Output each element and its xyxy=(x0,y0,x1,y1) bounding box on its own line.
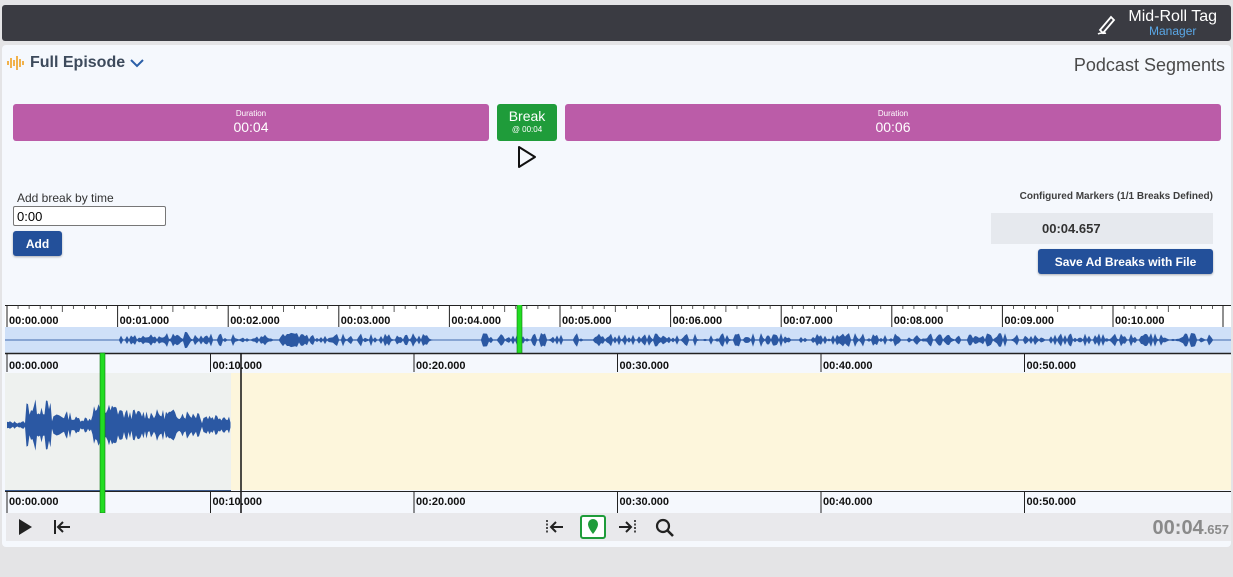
main-tick-label: 00:50.000 xyxy=(1027,360,1077,372)
jump-to-start-icon[interactable] xyxy=(52,517,72,537)
save-ad-breaks-button[interactable]: Save Ad Breaks with File xyxy=(1038,249,1213,274)
overview-tick-label: 00:10.000 xyxy=(1115,315,1165,327)
chevron-down-icon xyxy=(130,59,144,68)
overview-tick-label: 00:06.000 xyxy=(673,315,723,327)
app-title: Mid-Roll Tag xyxy=(1128,8,1217,25)
add-break-button[interactable]: Add xyxy=(13,231,62,256)
main-tick-label: 00:30.000 xyxy=(620,496,670,508)
main-tick-label: 00:50.000 xyxy=(1027,496,1077,508)
segments-panel: Full Episode Podcast Segments Duration 0… xyxy=(2,45,1231,547)
previous-marker-icon[interactable] xyxy=(544,517,566,537)
empty-region xyxy=(231,373,1231,490)
main-tick-label: 00:10.000 xyxy=(213,496,263,508)
episode-label: Full Episode xyxy=(30,54,126,71)
main-tick-label: 00:00.000 xyxy=(9,360,59,372)
overview-tick-label: 00:04.000 xyxy=(451,315,501,327)
overview-minor-ticks xyxy=(17,305,1213,312)
overview-tick-label: 00:02.000 xyxy=(230,315,280,327)
main-ruler-bottom: 00:00.000 00:10.000 00:20.000 00:30.000 00:4… xyxy=(6,492,1077,513)
overview-tick-label: 00:05.000 xyxy=(562,315,612,327)
overview-tick-label: 00:01.000 xyxy=(120,315,170,327)
overview-ticks: 00:00.000 00:01.000 00:02.000 00:03.000 00:0… xyxy=(6,305,1224,327)
overview-tick-label: 00:00.000 xyxy=(9,315,59,327)
overview-ruler xyxy=(5,305,1231,327)
main-tick-label: 00:20.000 xyxy=(416,496,466,508)
map-pin-icon xyxy=(588,519,598,534)
marker-item[interactable]: 00:04.657 xyxy=(991,213,1213,244)
main-ruler-top: 00:00.000 00:10.000 00:20.000 00:30.000 00:4… xyxy=(6,354,1077,372)
segment-duration-value: 00:06 xyxy=(875,119,911,135)
segment-duration-caption: Duration xyxy=(235,109,267,118)
transport-bar: 00:04.657 xyxy=(6,513,1231,541)
configured-markers-title: Configured Markers (1/1 Breaks Defined) xyxy=(1019,191,1213,202)
break-label: Break xyxy=(508,108,546,124)
current-time: 00:04 xyxy=(1152,517,1204,539)
overview-tick-label: 00:07.000 xyxy=(783,315,833,327)
main-waveform xyxy=(7,399,231,451)
next-marker-icon[interactable] xyxy=(616,517,638,537)
main-tick-label: 00:30.000 xyxy=(620,360,670,372)
waveform-icon xyxy=(7,56,24,70)
pen-icon xyxy=(1097,15,1116,35)
overview-tick-label: 00:08.000 xyxy=(894,315,944,327)
app-logo: Mid-Roll Tag Manager xyxy=(1096,8,1217,38)
overview-break-marker[interactable] xyxy=(516,305,523,354)
overview-waveform xyxy=(5,331,1231,349)
overview-tick-label: 00:03.000 xyxy=(341,315,391,327)
page-title: Podcast Segments xyxy=(1073,55,1225,75)
add-marker-button[interactable] xyxy=(580,515,606,539)
overview-tick-label: 00:09.000 xyxy=(1004,315,1054,327)
add-break-label: Add break by time xyxy=(17,191,114,205)
segment-1[interactable]: Duration 00:04 xyxy=(13,104,489,141)
waveform-timeline[interactable]: 00:00.000 00:01.000 00:02.000 00:03.000 00:0… xyxy=(2,305,1231,515)
segment-duration-caption: Duration xyxy=(877,109,909,118)
break-button[interactable]: Break @ 00:04 xyxy=(497,104,557,141)
current-time-readout: 00:04.657 xyxy=(1153,517,1229,540)
zoom-icon[interactable] xyxy=(654,517,676,539)
break-time-input[interactable] xyxy=(13,206,166,226)
episode-select[interactable]: Full Episode xyxy=(6,54,145,72)
main-tick-label: 00:40.000 xyxy=(823,496,873,508)
main-tick-label: 00:20.000 xyxy=(416,360,466,372)
segment-2[interactable]: Duration 00:06 xyxy=(565,104,1221,141)
app-header: Mid-Roll Tag Manager xyxy=(2,5,1231,41)
main-tick-label: 00:00.000 xyxy=(9,496,59,508)
play-break-icon[interactable] xyxy=(516,145,538,169)
main-tick-label: 00:40.000 xyxy=(823,360,873,372)
play-icon[interactable] xyxy=(16,517,34,537)
app-subtitle: Manager xyxy=(1149,24,1197,38)
main-tick-label: 00:10.000 xyxy=(213,360,263,372)
segment-duration-value: 00:04 xyxy=(233,119,269,135)
break-time: @ 00:04 xyxy=(511,125,543,134)
current-time-ms: .657 xyxy=(1203,522,1229,537)
break-marker[interactable] xyxy=(99,352,106,514)
